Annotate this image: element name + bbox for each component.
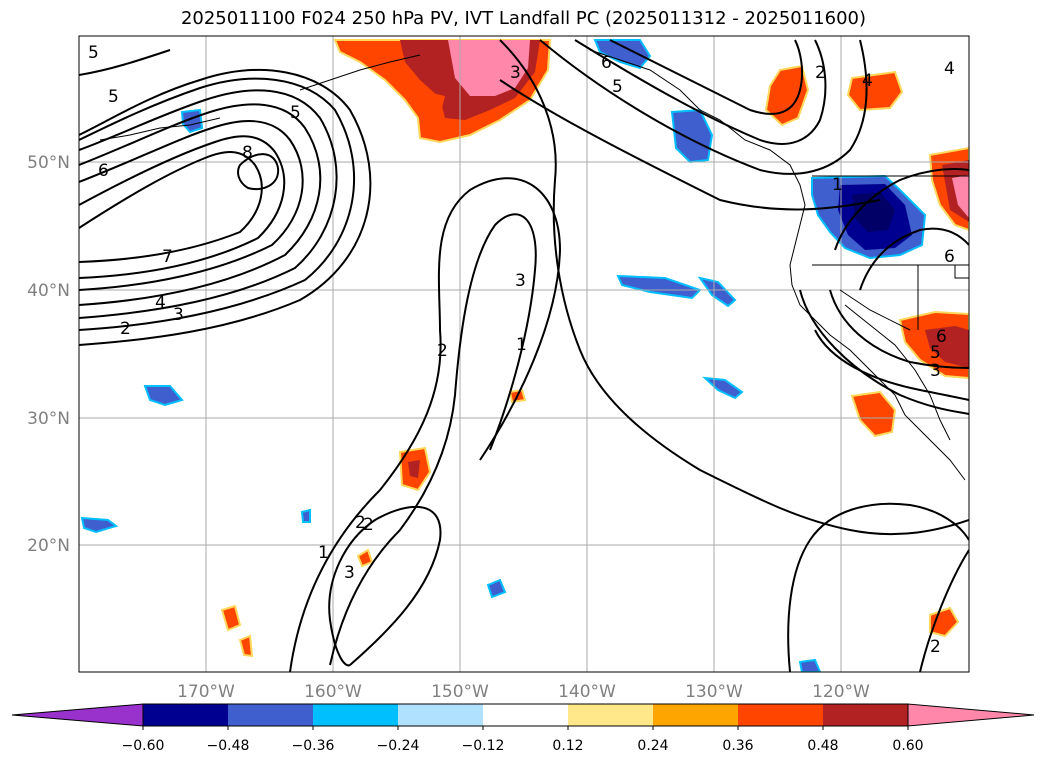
contour-label: 5 <box>108 87 119 107</box>
contour-label: 5 <box>930 343 941 363</box>
colorbar: −0.60 −0.48 −0.36 −0.24 −0.12 0.12 0.24 0.36 0.4… <box>11 703 1035 754</box>
colorbar-tick-label: −0.12 <box>462 738 505 754</box>
contour-label: 2 <box>437 341 448 361</box>
contour-label: 6 <box>944 247 955 267</box>
lat-tick-label: 50°N <box>27 153 70 173</box>
colorbar-segment <box>568 704 653 726</box>
colorbar-segment <box>738 704 823 726</box>
lon-tick-label: 130°W <box>685 682 743 702</box>
contour-label: 2 <box>120 319 131 339</box>
contour-label: 3 <box>344 563 355 583</box>
contour-label: 3 <box>173 305 184 325</box>
colorbar-tick-label: 0.60 <box>892 738 923 754</box>
longitude-labels: 170°W 160°W 150°W 140°W 130°W 120°W <box>177 682 870 702</box>
contour-label: 2 <box>930 637 941 657</box>
contour-label: 6 <box>601 53 612 73</box>
contour-label: 4 <box>155 293 166 313</box>
colorbar-tick-label: 0.12 <box>552 738 583 754</box>
contour-label: 3 <box>930 361 941 381</box>
lat-tick-label: 20°N <box>27 536 70 556</box>
colorbar-tick-label: −0.36 <box>292 738 335 754</box>
contour-label: 4 <box>944 59 955 79</box>
contour-label: 6 <box>936 327 947 347</box>
colorbar-frame <box>142 703 909 727</box>
colorbar-segment <box>398 704 483 726</box>
colorbar-tick-label: 0.24 <box>637 738 668 754</box>
lon-tick-label: 150°W <box>431 682 489 702</box>
contour-label: 1 <box>832 175 843 195</box>
colorbar-tick-label: 0.36 <box>722 738 753 754</box>
pv-contours <box>79 39 969 672</box>
colorbar-tick-label: −0.48 <box>207 738 250 754</box>
contour-labels: 5 5 5 6 8 7 4 3 2 6 5 3 3 2 1 2 1 2 3 2 … <box>88 43 955 657</box>
contour-label: 7 <box>162 247 173 267</box>
contour-label: 8 <box>242 143 253 163</box>
contour-label: 5 <box>88 43 99 63</box>
lon-tick-label: 120°W <box>812 682 870 702</box>
colorbar-tick-label: 0.48 <box>807 738 838 754</box>
lat-tick-label: 30°N <box>27 409 70 429</box>
latitude-labels: 50°N 40°N 30°N 20°N <box>27 153 70 556</box>
contour-label: 2 <box>355 513 366 533</box>
contour-label: 6 <box>98 161 109 181</box>
contour-label: 3 <box>515 271 526 291</box>
contour-label: 2 <box>363 515 374 535</box>
colorbar-segment <box>483 704 568 726</box>
colorbar-tick-label: −0.60 <box>122 738 165 754</box>
contour-label: 1 <box>516 335 527 355</box>
contour-label: 2 <box>815 63 826 83</box>
contour-label: 4 <box>862 71 873 91</box>
contour-label: 3 <box>510 63 521 83</box>
map-title: 2025011100 F024 250 hPa PV, IVT Landfall… <box>180 8 867 29</box>
colorbar-tick-label: −0.24 <box>377 738 420 754</box>
colorbar-segment <box>653 704 738 726</box>
contour-label: 1 <box>318 543 329 563</box>
lon-tick-label: 160°W <box>304 682 362 702</box>
colorbar-segment <box>228 704 313 726</box>
colorbar-segment <box>143 704 228 726</box>
lat-tick-label: 40°N <box>27 281 70 301</box>
map-plot-area: 5 5 5 6 8 7 4 3 2 6 5 3 3 2 1 2 1 2 3 2 … <box>79 36 969 672</box>
lon-tick-label: 140°W <box>558 682 616 702</box>
colorbar-segment <box>313 704 398 726</box>
lon-tick-label: 170°W <box>177 682 235 702</box>
contour-label: 5 <box>612 77 623 97</box>
colorbar-extend-high <box>907 703 1035 727</box>
coastlines <box>99 49 969 481</box>
colorbar-segment <box>823 704 908 726</box>
map-frame <box>78 35 970 673</box>
colorbar-extend-low <box>11 703 144 727</box>
contour-label: 5 <box>290 103 301 123</box>
